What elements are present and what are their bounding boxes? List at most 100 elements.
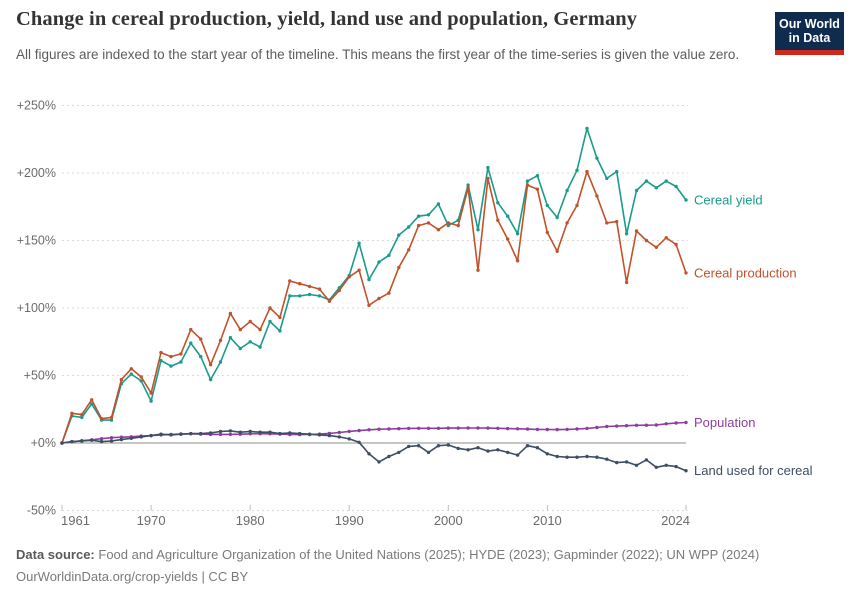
series-point-cereal-production-1995[interactable] xyxy=(397,265,401,270)
series-point-cereal-production-2022[interactable] xyxy=(664,236,668,240)
series-point-population-1967[interactable] xyxy=(119,435,124,439)
series-point-population-2016[interactable] xyxy=(605,424,609,429)
series-point-population-2008[interactable] xyxy=(525,427,530,431)
series-point-cereal-yield-1978[interactable] xyxy=(228,336,233,340)
series-point-land-used-for-cereal-2009[interactable] xyxy=(535,446,540,450)
series-point-land-used-for-cereal-1978[interactable] xyxy=(228,429,233,433)
series-point-cereal-production-1968[interactable] xyxy=(129,367,133,371)
series-point-cereal-yield-1994[interactable] xyxy=(387,253,391,257)
series-point-land-used-for-cereal-2004[interactable] xyxy=(486,449,490,453)
series-point-land-used-for-cereal-1997[interactable] xyxy=(416,444,421,448)
series-point-land-used-for-cereal-2013[interactable] xyxy=(575,455,579,459)
series-point-land-used-for-cereal-2023[interactable] xyxy=(674,464,678,469)
series-point-land-used-for-cereal-1964[interactable] xyxy=(90,438,94,442)
series-point-population-2005[interactable] xyxy=(496,426,500,430)
series-point-land-used-for-cereal-1968[interactable] xyxy=(129,436,133,440)
series-point-land-used-for-cereal-1996[interactable] xyxy=(407,444,411,449)
series-point-cereal-production-2004[interactable] xyxy=(486,176,490,181)
series-point-population-2000[interactable] xyxy=(446,426,450,430)
series-point-cereal-yield-1971[interactable] xyxy=(159,358,163,363)
series-point-cereal-production-1985[interactable] xyxy=(298,282,302,286)
series-point-land-used-for-cereal-2003[interactable] xyxy=(476,446,480,450)
series-point-land-used-for-cereal-1989[interactable] xyxy=(337,435,341,439)
series-point-population-2006[interactable] xyxy=(506,426,510,431)
series-point-cereal-production-2002[interactable] xyxy=(466,186,470,190)
footer-link[interactable]: OurWorldinData.org/crop-yields | CC BY xyxy=(16,569,249,584)
series-point-population-2014[interactable] xyxy=(585,426,589,431)
series-point-land-used-for-cereal-2020[interactable] xyxy=(644,458,649,462)
series-point-cereal-production-2008[interactable] xyxy=(525,183,530,187)
series-point-cereal-production-2015[interactable] xyxy=(595,194,599,198)
series-line-land-used-for-cereal[interactable] xyxy=(61,430,687,472)
series-point-cereal-yield-2016[interactable] xyxy=(605,176,609,181)
series-point-cereal-production-2007[interactable] xyxy=(515,259,520,263)
series-point-land-used-for-cereal-1963[interactable] xyxy=(80,439,84,443)
series-point-land-used-for-cereal-1979[interactable] xyxy=(238,430,242,434)
series-point-land-used-for-cereal-1987[interactable] xyxy=(317,433,322,437)
series-point-cereal-production-2014[interactable] xyxy=(585,169,589,174)
series-point-cereal-yield-1984[interactable] xyxy=(288,294,292,298)
series-point-cereal-yield-2013[interactable] xyxy=(575,168,579,172)
series-point-cereal-production-2011[interactable] xyxy=(555,249,559,253)
series-point-cereal-production-1987[interactable] xyxy=(317,287,322,291)
series-point-land-used-for-cereal-2006[interactable] xyxy=(506,450,510,455)
series-point-cereal-yield-2003[interactable] xyxy=(476,228,480,232)
series-point-land-used-for-cereal-2016[interactable] xyxy=(605,457,609,461)
series-point-cereal-yield-1980[interactable] xyxy=(248,340,252,344)
series-point-cereal-yield-1972[interactable] xyxy=(169,364,173,368)
series-point-cereal-production-1984[interactable] xyxy=(288,279,292,283)
series-point-land-used-for-cereal-1988[interactable] xyxy=(327,433,332,438)
series-line-population[interactable] xyxy=(61,421,687,444)
series-point-land-used-for-cereal-1972[interactable] xyxy=(169,433,173,437)
series-point-land-used-for-cereal-1976[interactable] xyxy=(208,431,213,435)
series-point-cereal-production-1975[interactable] xyxy=(199,337,203,341)
series-point-cereal-yield-2014[interactable] xyxy=(585,126,589,131)
series-point-cereal-production-2005[interactable] xyxy=(496,218,500,222)
series-point-cereal-production-1967[interactable] xyxy=(119,377,124,382)
series-point-land-used-for-cereal-1999[interactable] xyxy=(436,444,441,448)
series-point-cereal-production-2006[interactable] xyxy=(506,237,510,241)
series-point-cereal-production-1993[interactable] xyxy=(377,296,381,301)
series-point-cereal-yield-2011[interactable] xyxy=(555,215,559,220)
series-point-population-2021[interactable] xyxy=(654,423,658,427)
series-point-land-used-for-cereal-1995[interactable] xyxy=(397,450,401,455)
series-point-cereal-production-1998[interactable] xyxy=(426,221,431,225)
series-point-land-used-for-cereal-1984[interactable] xyxy=(288,431,292,435)
series-point-cereal-production-1994[interactable] xyxy=(387,291,391,295)
series-point-land-used-for-cereal-2012[interactable] xyxy=(565,455,569,459)
series-point-cereal-yield-2006[interactable] xyxy=(506,214,510,218)
owid-logo[interactable]: Our World in Data xyxy=(775,12,844,55)
series-point-land-used-for-cereal-1985[interactable] xyxy=(298,431,302,436)
series-point-cereal-yield-2018[interactable] xyxy=(624,232,629,236)
series-point-population-1996[interactable] xyxy=(407,426,411,431)
series-point-cereal-yield-2022[interactable] xyxy=(664,179,668,183)
series-point-cereal-yield-2021[interactable] xyxy=(654,186,658,190)
series-point-population-2009[interactable] xyxy=(535,427,540,432)
series-point-cereal-yield-1993[interactable] xyxy=(377,260,381,264)
series-point-cereal-production-1963[interactable] xyxy=(80,412,84,417)
series-point-cereal-yield-2005[interactable] xyxy=(496,201,500,205)
series-point-cereal-production-1965[interactable] xyxy=(99,417,104,421)
series-point-cereal-production-1966[interactable] xyxy=(109,415,114,420)
series-point-population-1997[interactable] xyxy=(416,426,421,430)
series-point-cereal-yield-2017[interactable] xyxy=(615,169,619,174)
series-point-cereal-production-2003[interactable] xyxy=(476,268,480,272)
series-point-land-used-for-cereal-1962[interactable] xyxy=(70,439,74,444)
series-point-population-1992[interactable] xyxy=(367,428,371,432)
series-point-cereal-yield-1973[interactable] xyxy=(179,360,183,364)
series-point-population-2013[interactable] xyxy=(575,427,579,431)
series-point-population-1989[interactable] xyxy=(337,430,341,435)
series-point-cereal-production-2017[interactable] xyxy=(615,219,619,224)
series-point-cereal-production-2009[interactable] xyxy=(535,187,540,191)
series-point-land-used-for-cereal-1969[interactable] xyxy=(139,435,143,439)
series-point-cereal-production-1988[interactable] xyxy=(327,299,332,303)
series-point-cereal-production-1990[interactable] xyxy=(347,275,351,279)
series-point-cereal-yield-2008[interactable] xyxy=(525,179,530,183)
series-point-land-used-for-cereal-1967[interactable] xyxy=(119,437,124,442)
series-point-population-1999[interactable] xyxy=(436,426,441,430)
series-point-cereal-production-1981[interactable] xyxy=(258,327,262,332)
series-point-cereal-yield-2023[interactable] xyxy=(674,184,678,189)
series-point-cereal-yield-1995[interactable] xyxy=(397,233,401,237)
series-point-cereal-production-2001[interactable] xyxy=(456,223,460,228)
